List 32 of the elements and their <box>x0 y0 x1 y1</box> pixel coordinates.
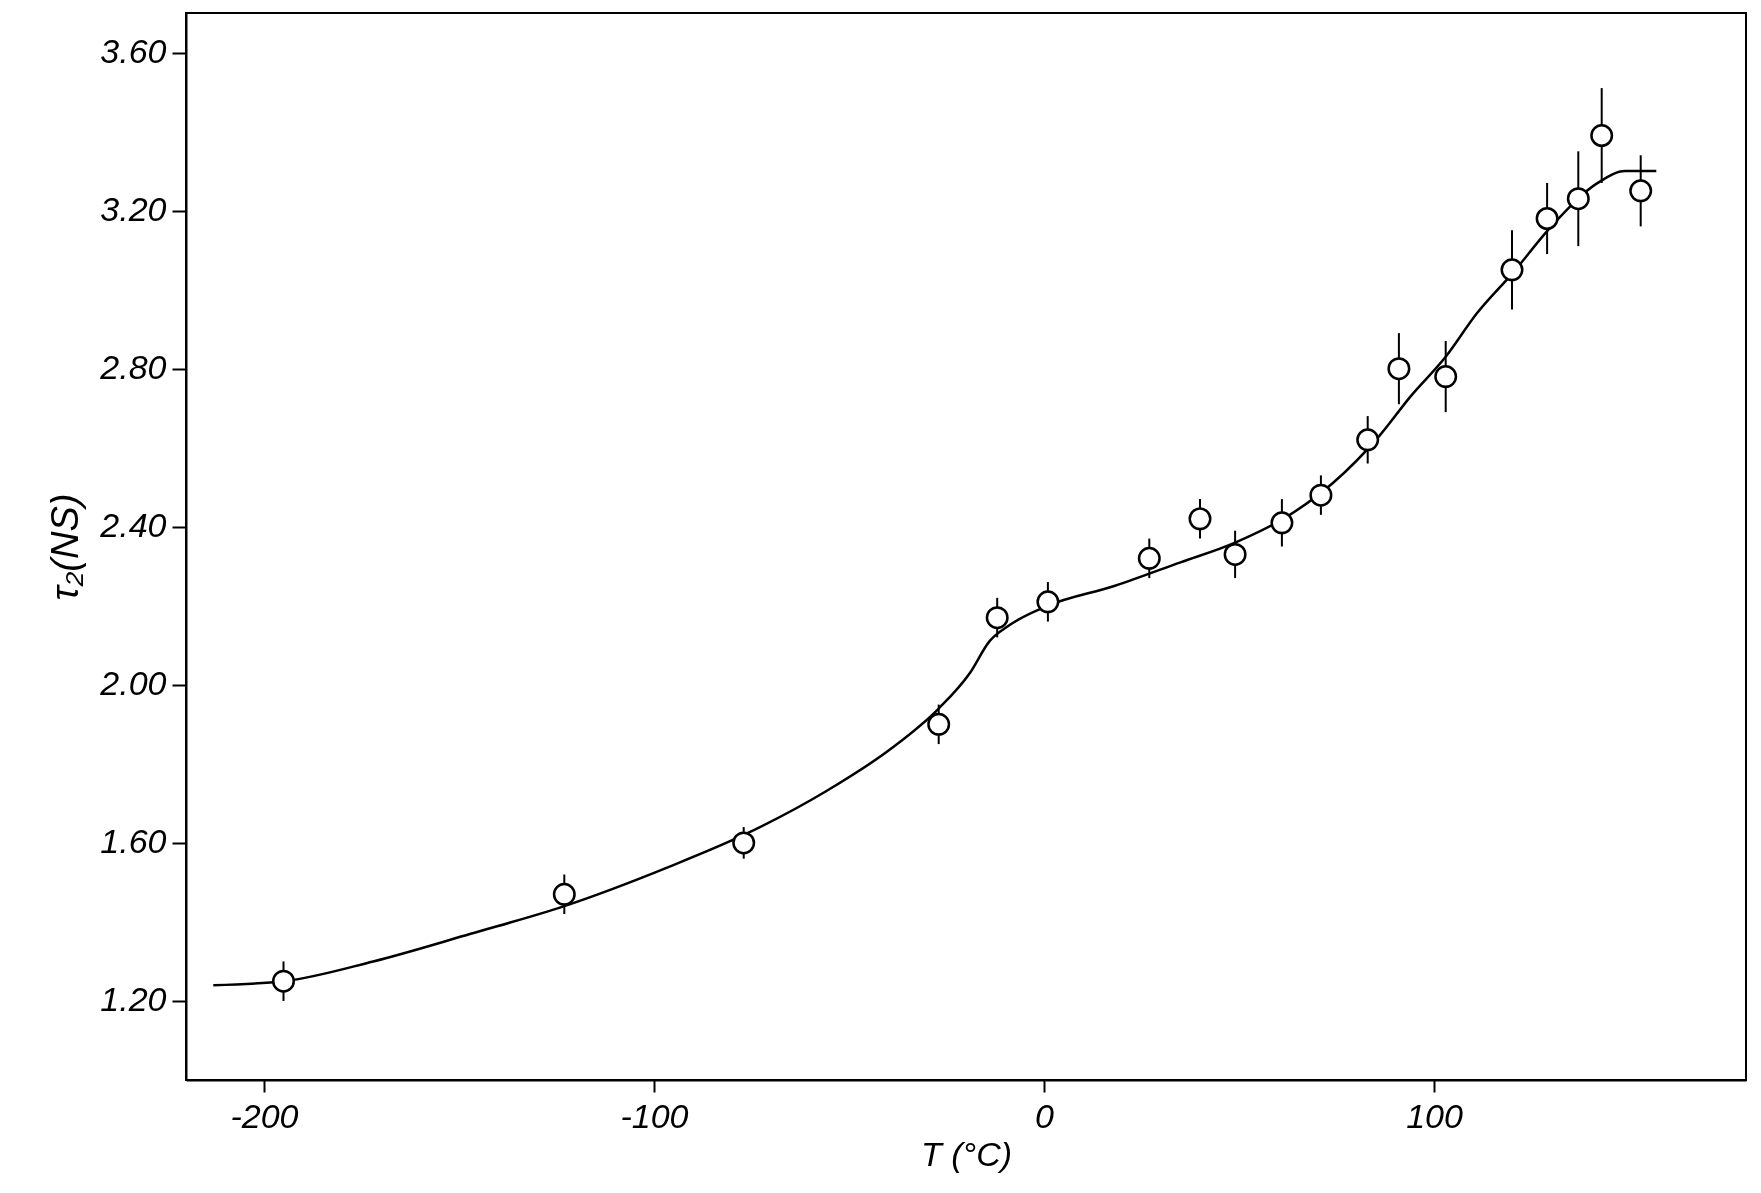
point <box>1036 590 1060 614</box>
x-tick-label: 100 <box>1406 1096 1463 1135</box>
point <box>1137 546 1161 570</box>
point <box>1387 357 1411 381</box>
point <box>732 831 756 855</box>
point <box>1270 511 1294 535</box>
point <box>1535 207 1559 230</box>
y-tick-label: 2.00 <box>99 664 167 703</box>
x-axis-title: T (°C) <box>920 1134 1013 1173</box>
point <box>552 882 576 906</box>
y-tick-label: 3.60 <box>100 32 167 71</box>
y-axis-title: τ₂(NS) <box>44 493 87 601</box>
y-tick-label: 2.80 <box>99 348 167 387</box>
point <box>1309 483 1333 507</box>
point <box>1590 124 1614 147</box>
point <box>1500 258 1524 282</box>
x-tick-label: -200 <box>230 1096 299 1135</box>
x-tick-label: 0 <box>1035 1096 1055 1135</box>
point <box>1566 187 1590 211</box>
point <box>1223 542 1247 566</box>
point <box>272 969 295 993</box>
y-tick-label: 2.40 <box>99 506 167 545</box>
y-tick-label: 3.20 <box>100 190 167 229</box>
point <box>1356 428 1380 452</box>
x-tick-label: -100 <box>620 1096 689 1135</box>
point <box>1188 507 1212 531</box>
y-tick-label: 1.60 <box>100 822 167 861</box>
point <box>927 712 951 736</box>
point <box>985 606 1009 630</box>
point <box>1629 179 1653 203</box>
y-tick-label: 1.20 <box>100 980 167 1019</box>
point <box>1434 365 1458 389</box>
